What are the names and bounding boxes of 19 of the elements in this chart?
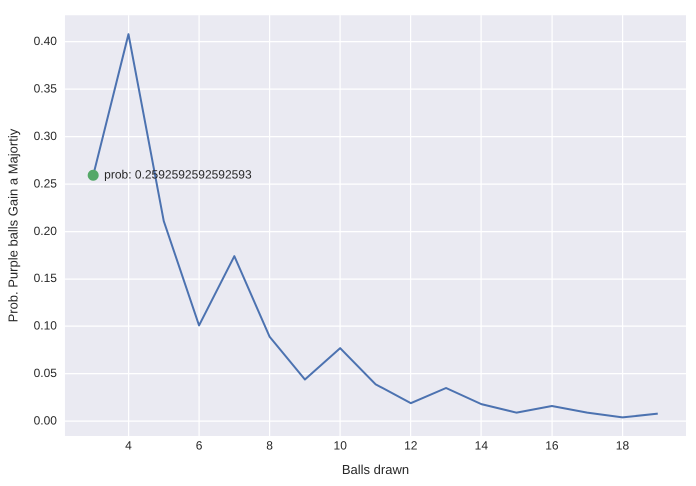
y-tick-label: 0.30 (34, 128, 58, 143)
y-tick-label: 0.35 (34, 82, 58, 96)
y-tick-label: 0.40 (34, 34, 58, 48)
y-tick-label: 0.05 (34, 366, 58, 380)
x-axis-title: Balls drawn (342, 462, 410, 477)
x-tick-label: 10 (334, 438, 348, 453)
x-tick-label: 12 (404, 438, 418, 453)
x-tick-label: 16 (545, 438, 559, 453)
x-tick-label: 18 (616, 438, 630, 453)
y-axis-title: Prob. Purple balls Gain a Majortiy (5, 128, 20, 322)
y-tick-label: 0.25 (34, 176, 58, 190)
y-tick-label: 0.10 (34, 318, 58, 333)
x-tick-label: 8 (266, 438, 274, 453)
x-tick-label: 6 (196, 438, 203, 453)
y-tick-label: 0.20 (34, 224, 58, 238)
y-tick-label: 0.15 (34, 271, 58, 286)
x-tick-label: 4 (125, 438, 132, 453)
x-tick-label: 14 (474, 438, 488, 453)
y-tick-label: 0.00 (34, 414, 58, 428)
